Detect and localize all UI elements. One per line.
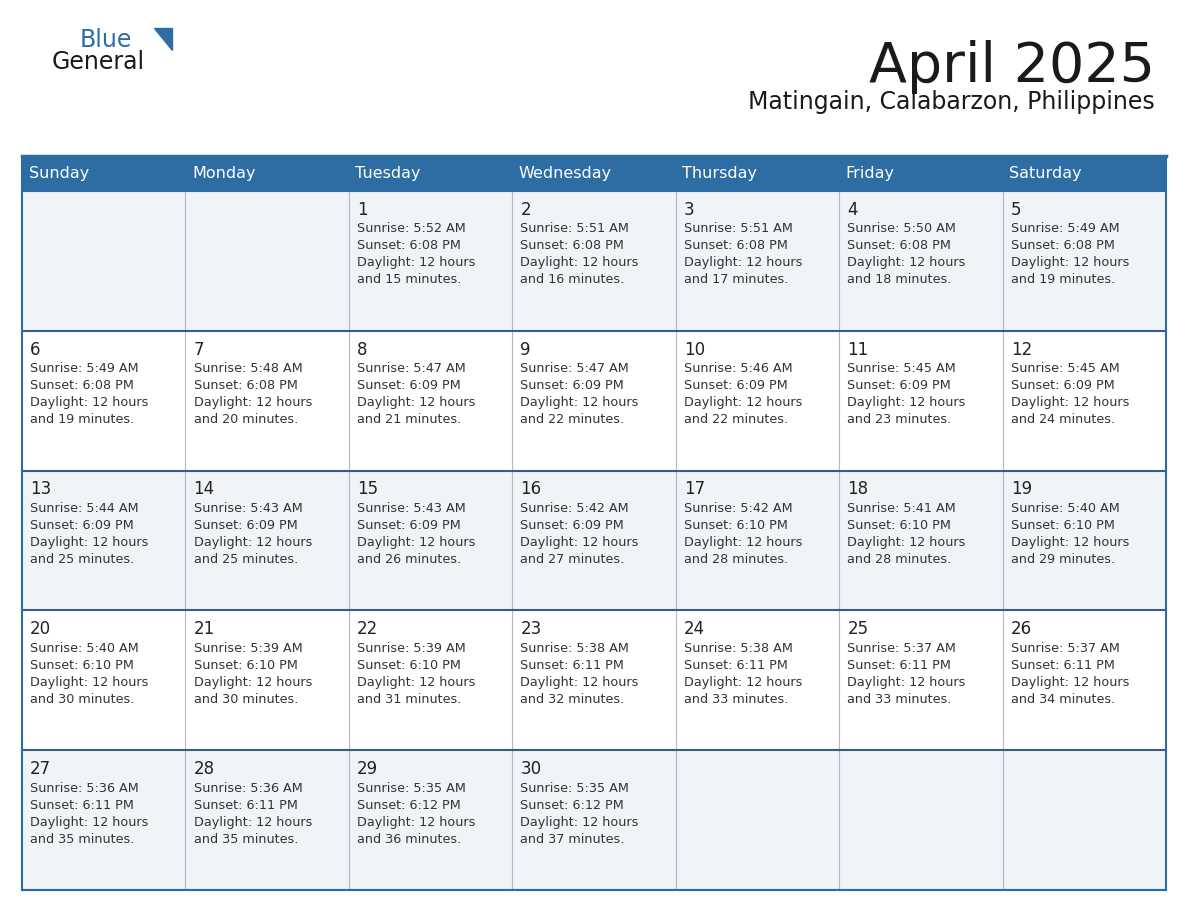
Text: 17: 17 [684, 480, 704, 498]
Bar [23, 191, 1165, 330]
Text: Sunrise: 5:37 AM
Sunset: 6:11 PM
Daylight: 12 hours
and 33 minutes.: Sunrise: 5:37 AM Sunset: 6:11 PM Dayligh… [847, 642, 966, 706]
Text: Sunrise: 5:43 AM
Sunset: 6:09 PM
Daylight: 12 hours
and 25 minutes.: Sunrise: 5:43 AM Sunset: 6:09 PM Dayligh… [194, 502, 312, 566]
Text: Matingain, Calabarzon, Philippines: Matingain, Calabarzon, Philippines [748, 90, 1155, 114]
Text: Sunrise: 5:47 AM
Sunset: 6:09 PM
Daylight: 12 hours
and 22 minutes.: Sunrise: 5:47 AM Sunset: 6:09 PM Dayligh… [520, 363, 639, 426]
Text: Sunrise: 5:35 AM
Sunset: 6:12 PM
Daylight: 12 hours
and 36 minutes.: Sunrise: 5:35 AM Sunset: 6:12 PM Dayligh… [358, 781, 475, 845]
Text: Tuesday: Tuesday [355, 166, 421, 181]
Text: Sunrise: 5:51 AM
Sunset: 6:08 PM
Daylight: 12 hours
and 17 minutes.: Sunrise: 5:51 AM Sunset: 6:08 PM Dayligh… [684, 222, 802, 286]
Text: Friday: Friday [846, 166, 895, 181]
Bar [23, 750, 1165, 890]
Text: Sunday: Sunday [29, 166, 89, 181]
Text: Sunrise: 5:45 AM
Sunset: 6:09 PM
Daylight: 12 hours
and 23 minutes.: Sunrise: 5:45 AM Sunset: 6:09 PM Dayligh… [847, 363, 966, 426]
Text: Sunrise: 5:51 AM
Sunset: 6:08 PM
Daylight: 12 hours
and 16 minutes.: Sunrise: 5:51 AM Sunset: 6:08 PM Dayligh… [520, 222, 639, 286]
Text: Sunrise: 5:40 AM
Sunset: 6:10 PM
Daylight: 12 hours
and 29 minutes.: Sunrise: 5:40 AM Sunset: 6:10 PM Dayligh… [1011, 502, 1129, 566]
Text: 24: 24 [684, 621, 704, 638]
Text: Sunrise: 5:35 AM
Sunset: 6:12 PM
Daylight: 12 hours
and 37 minutes.: Sunrise: 5:35 AM Sunset: 6:12 PM Dayligh… [520, 781, 639, 845]
Text: 21: 21 [194, 621, 215, 638]
Text: 25: 25 [847, 621, 868, 638]
Text: 8: 8 [358, 341, 367, 359]
Text: Sunrise: 5:38 AM
Sunset: 6:11 PM
Daylight: 12 hours
and 32 minutes.: Sunrise: 5:38 AM Sunset: 6:11 PM Dayligh… [520, 642, 639, 706]
Text: 5: 5 [1011, 201, 1022, 218]
Text: Blue: Blue [80, 28, 132, 52]
Text: Sunrise: 5:39 AM
Sunset: 6:10 PM
Daylight: 12 hours
and 31 minutes.: Sunrise: 5:39 AM Sunset: 6:10 PM Dayligh… [358, 642, 475, 706]
Bar [23, 156, 1165, 191]
Text: 2: 2 [520, 201, 531, 218]
Text: 1: 1 [358, 201, 367, 218]
Text: Wednesday: Wednesday [519, 166, 612, 181]
Text: 28: 28 [194, 760, 215, 778]
Text: Sunrise: 5:49 AM
Sunset: 6:08 PM
Daylight: 12 hours
and 19 minutes.: Sunrise: 5:49 AM Sunset: 6:08 PM Dayligh… [1011, 222, 1129, 286]
Text: Sunrise: 5:39 AM
Sunset: 6:10 PM
Daylight: 12 hours
and 30 minutes.: Sunrise: 5:39 AM Sunset: 6:10 PM Dayligh… [194, 642, 312, 706]
Text: 18: 18 [847, 480, 868, 498]
Text: 9: 9 [520, 341, 531, 359]
Polygon shape [154, 28, 172, 50]
Text: 13: 13 [30, 480, 51, 498]
Text: Sunrise: 5:36 AM
Sunset: 6:11 PM
Daylight: 12 hours
and 35 minutes.: Sunrise: 5:36 AM Sunset: 6:11 PM Dayligh… [30, 781, 148, 845]
Text: 30: 30 [520, 760, 542, 778]
Text: 20: 20 [30, 621, 51, 638]
Text: Sunrise: 5:47 AM
Sunset: 6:09 PM
Daylight: 12 hours
and 21 minutes.: Sunrise: 5:47 AM Sunset: 6:09 PM Dayligh… [358, 363, 475, 426]
Text: Sunrise: 5:45 AM
Sunset: 6:09 PM
Daylight: 12 hours
and 24 minutes.: Sunrise: 5:45 AM Sunset: 6:09 PM Dayligh… [1011, 363, 1129, 426]
Bar [23, 610, 1165, 750]
Text: 23: 23 [520, 621, 542, 638]
Text: Thursday: Thursday [682, 166, 757, 181]
Text: 10: 10 [684, 341, 704, 359]
Text: 7: 7 [194, 341, 204, 359]
Text: Sunrise: 5:49 AM
Sunset: 6:08 PM
Daylight: 12 hours
and 19 minutes.: Sunrise: 5:49 AM Sunset: 6:08 PM Dayligh… [30, 363, 148, 426]
Text: Saturday: Saturday [1009, 166, 1082, 181]
Text: 26: 26 [1011, 621, 1032, 638]
Text: Sunrise: 5:42 AM
Sunset: 6:10 PM
Daylight: 12 hours
and 28 minutes.: Sunrise: 5:42 AM Sunset: 6:10 PM Dayligh… [684, 502, 802, 566]
Text: Monday: Monday [192, 166, 255, 181]
Text: 16: 16 [520, 480, 542, 498]
Text: 6: 6 [30, 341, 40, 359]
Text: Sunrise: 5:41 AM
Sunset: 6:10 PM
Daylight: 12 hours
and 28 minutes.: Sunrise: 5:41 AM Sunset: 6:10 PM Dayligh… [847, 502, 966, 566]
Text: Sunrise: 5:46 AM
Sunset: 6:09 PM
Daylight: 12 hours
and 22 minutes.: Sunrise: 5:46 AM Sunset: 6:09 PM Dayligh… [684, 363, 802, 426]
Text: Sunrise: 5:37 AM
Sunset: 6:11 PM
Daylight: 12 hours
and 34 minutes.: Sunrise: 5:37 AM Sunset: 6:11 PM Dayligh… [1011, 642, 1129, 706]
Text: Sunrise: 5:40 AM
Sunset: 6:10 PM
Daylight: 12 hours
and 30 minutes.: Sunrise: 5:40 AM Sunset: 6:10 PM Dayligh… [30, 642, 148, 706]
Text: 14: 14 [194, 480, 215, 498]
Text: 15: 15 [358, 480, 378, 498]
Text: 19: 19 [1011, 480, 1032, 498]
Text: Sunrise: 5:52 AM
Sunset: 6:08 PM
Daylight: 12 hours
and 15 minutes.: Sunrise: 5:52 AM Sunset: 6:08 PM Dayligh… [358, 222, 475, 286]
Text: 3: 3 [684, 201, 695, 218]
Text: 27: 27 [30, 760, 51, 778]
Text: 11: 11 [847, 341, 868, 359]
Bar [23, 471, 1165, 610]
Text: Sunrise: 5:50 AM
Sunset: 6:08 PM
Daylight: 12 hours
and 18 minutes.: Sunrise: 5:50 AM Sunset: 6:08 PM Dayligh… [847, 222, 966, 286]
Text: General: General [52, 50, 145, 74]
Text: Sunrise: 5:36 AM
Sunset: 6:11 PM
Daylight: 12 hours
and 35 minutes.: Sunrise: 5:36 AM Sunset: 6:11 PM Dayligh… [194, 781, 312, 845]
Text: Sunrise: 5:48 AM
Sunset: 6:08 PM
Daylight: 12 hours
and 20 minutes.: Sunrise: 5:48 AM Sunset: 6:08 PM Dayligh… [194, 363, 312, 426]
Text: 29: 29 [358, 760, 378, 778]
Text: Sunrise: 5:38 AM
Sunset: 6:11 PM
Daylight: 12 hours
and 33 minutes.: Sunrise: 5:38 AM Sunset: 6:11 PM Dayligh… [684, 642, 802, 706]
Text: Sunrise: 5:42 AM
Sunset: 6:09 PM
Daylight: 12 hours
and 27 minutes.: Sunrise: 5:42 AM Sunset: 6:09 PM Dayligh… [520, 502, 639, 566]
Text: 22: 22 [358, 621, 378, 638]
Text: 12: 12 [1011, 341, 1032, 359]
Text: April 2025: April 2025 [868, 40, 1155, 94]
Text: Sunrise: 5:44 AM
Sunset: 6:09 PM
Daylight: 12 hours
and 25 minutes.: Sunrise: 5:44 AM Sunset: 6:09 PM Dayligh… [30, 502, 148, 566]
Text: Sunrise: 5:43 AM
Sunset: 6:09 PM
Daylight: 12 hours
and 26 minutes.: Sunrise: 5:43 AM Sunset: 6:09 PM Dayligh… [358, 502, 475, 566]
Text: 4: 4 [847, 201, 858, 218]
Bar [23, 330, 1165, 471]
